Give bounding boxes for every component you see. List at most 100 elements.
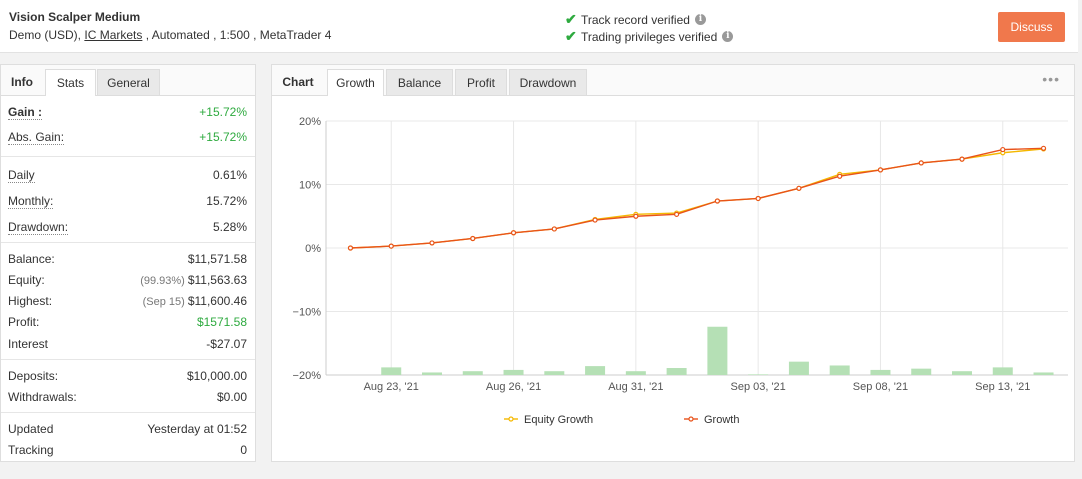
info-icon[interactable]: i [694, 14, 706, 25]
tab-growth[interactable]: Growth [327, 69, 384, 96]
stat-withdrawals: Withdrawals: $0.00 [8, 390, 247, 408]
divider [1, 359, 255, 360]
stat-drawdown: Drawdown: 5.28% [8, 220, 247, 238]
highest-label: Highest: [8, 294, 53, 308]
daily-bar [829, 365, 850, 375]
chart-tabbar: Chart Growth Balance Profit Drawdown ••• [272, 65, 1074, 96]
tab-profit[interactable]: Profit [455, 69, 507, 95]
checkmark-icon: ✔ [565, 11, 577, 27]
tab-info[interactable]: Info [11, 75, 33, 89]
tab-general[interactable]: General [97, 69, 160, 95]
growth-point [633, 213, 639, 219]
stats-tabbar: Info Stats General [1, 65, 255, 96]
divider [1, 412, 255, 413]
tracking-value: 0 [240, 443, 247, 457]
trading-privileges-text: Trading privileges verified [581, 29, 718, 44]
track-record-text: Track record verified [581, 12, 690, 27]
growth-point [918, 160, 924, 166]
daily-bar [381, 367, 402, 375]
tracking-label: Tracking [8, 443, 54, 457]
x-tick-label: Sep 08, '21 [853, 381, 908, 393]
tab-balance[interactable]: Balance [386, 69, 453, 95]
highest-value: $11,600.46 [187, 294, 247, 308]
info-icon[interactable]: i [722, 31, 734, 42]
monthly-value: 15.72% [206, 194, 247, 208]
stat-abs-gain: Abs. Gain: +15.72% [8, 130, 247, 148]
deposits-value: $10,000.00 [186, 369, 247, 383]
equity-growth-line [350, 148, 1044, 249]
stat-gain: Gain : +15.72% [8, 105, 247, 123]
abs-gain-label[interactable]: Abs. Gain: [8, 130, 65, 145]
highest-date: (Sep 15) [142, 296, 185, 308]
legend-equity-growth-label: Equity Growth [524, 414, 593, 426]
stat-interest: Interest -$27.07 [8, 337, 247, 355]
daily-bar [544, 371, 565, 375]
deposits-label: Deposits: [8, 369, 59, 383]
equity-percent: (99.93%) [140, 275, 185, 287]
more-options-icon[interactable]: ••• [1042, 71, 1060, 87]
account-header: Vision Scalper Medium Demo (USD), IC Mar… [0, 0, 1078, 53]
stat-daily: Daily 0.61% [8, 168, 247, 186]
tab-drawdown[interactable]: Drawdown [509, 69, 587, 95]
y-tick-label: 10% [299, 180, 321, 192]
growth-point [470, 235, 476, 242]
gain-label[interactable]: Gain : [8, 105, 43, 120]
equity-value-group: (99.93%) $11,563.63 [140, 273, 247, 287]
growth-point [877, 167, 884, 173]
y-tick-label: −20% [293, 370, 322, 382]
profit-value: $1571.58 [196, 315, 247, 329]
drawdown-label[interactable]: Drawdown: [8, 220, 69, 235]
checkmark-icon: ✔ [565, 28, 577, 44]
stat-updated: Updated Yesterday at 01:52 [8, 422, 247, 440]
updated-label: Updated [8, 422, 54, 436]
account-info: Demo (USD), IC Markets , Automated , 1:5… [9, 28, 331, 42]
daily-bar [422, 372, 442, 375]
growth-point [347, 245, 354, 251]
stat-profit: Profit: $1571.58 [8, 315, 247, 333]
x-tick-label: Aug 31, '21 [608, 381, 663, 393]
x-tick-label: Sep 03, '21 [730, 381, 785, 393]
stat-tracking: Tracking 0 [8, 443, 247, 461]
stat-monthly: Monthly: 15.72% [8, 194, 247, 212]
daily-bar [585, 366, 606, 375]
tab-stats[interactable]: Stats [45, 69, 96, 96]
daily-bar [748, 374, 769, 375]
growth-point [959, 156, 965, 162]
divider [1, 242, 255, 243]
growth-point [674, 211, 680, 217]
divider [1, 156, 255, 157]
daily-bar [1033, 372, 1054, 375]
growth-point [714, 198, 720, 204]
growth-point [551, 226, 557, 232]
discuss-button[interactable]: Discuss [998, 12, 1065, 42]
growth-line [350, 147, 1044, 249]
growth-point [755, 195, 761, 202]
monthly-label[interactable]: Monthly: [8, 194, 54, 209]
legend-growth-label: Growth [704, 414, 739, 426]
y-tick-label: −10% [293, 307, 322, 319]
daily-bar [992, 367, 1013, 375]
growth-point [837, 173, 843, 179]
chart-panel: Chart Growth Balance Profit Drawdown •••… [271, 64, 1075, 462]
y-tick-label: 20% [299, 116, 321, 128]
daily-bar [666, 368, 687, 375]
tab-chart[interactable]: Chart [282, 75, 314, 89]
broker-link[interactable]: IC Markets [84, 28, 143, 42]
drawdown-value: 5.28% [212, 220, 247, 234]
x-tick-label: Aug 26, '21 [486, 381, 541, 393]
profit-label: Profit: [8, 315, 40, 329]
stats-panel: Info Stats General Gain : +15.72% Abs. G… [0, 64, 256, 462]
stat-deposits: Deposits: $10,000.00 [8, 369, 247, 387]
daily-label[interactable]: Daily [8, 168, 35, 183]
growth-point [510, 230, 517, 236]
daily-bar [788, 361, 809, 375]
daily-bar [503, 369, 524, 375]
stat-equity: Equity: (99.93%) $11,563.63 [8, 273, 247, 291]
balance-value: $11,571.58 [187, 252, 247, 266]
daily-bar [870, 369, 891, 375]
stat-highest: Highest: (Sep 15) $11,600.46 [8, 294, 247, 312]
growth-point [429, 240, 435, 246]
account-type: Demo (USD), [9, 28, 82, 42]
equity-value: $11,563.63 [187, 273, 247, 287]
track-record-verified: ✔ Track record verified i [565, 11, 706, 28]
